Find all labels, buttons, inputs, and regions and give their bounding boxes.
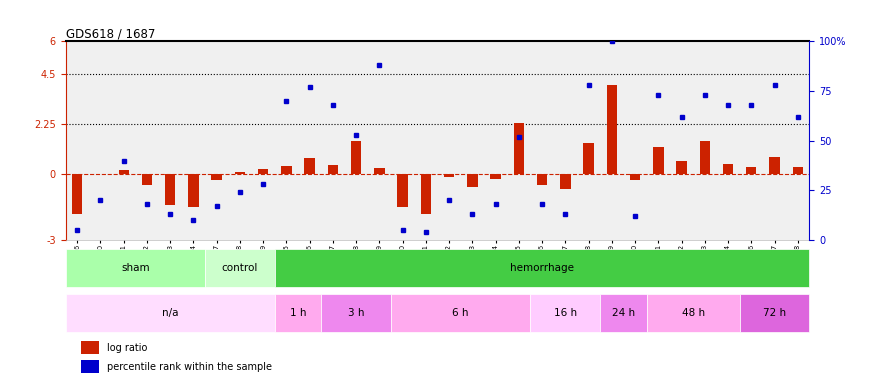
Bar [723,164,733,174]
Bar [275,294,321,332]
Text: 72 h: 72 h [763,308,786,318]
Bar [676,160,687,174]
Text: control: control [221,263,258,273]
Bar [606,86,617,174]
Text: 3 h: 3 h [348,308,364,318]
Bar [397,174,408,207]
Text: sham: sham [121,263,150,273]
Bar [327,165,338,174]
Bar [351,141,361,174]
Bar [444,174,454,177]
Bar [746,167,757,174]
Bar [142,174,152,185]
Text: 6 h: 6 h [452,308,469,318]
Bar [321,294,391,332]
Bar [66,249,205,287]
Bar [80,360,99,373]
Bar [584,143,594,174]
Text: GDS618 / 1687: GDS618 / 1687 [66,27,155,40]
Bar [212,174,222,180]
Text: log ratio: log ratio [107,343,147,353]
Text: percentile rank within the sample: percentile rank within the sample [107,362,271,372]
Text: n/a: n/a [162,308,178,318]
Bar [118,170,129,174]
Text: protocol: protocol [0,374,1,375]
Bar [80,341,99,354]
Text: 48 h: 48 h [682,308,704,318]
Bar [739,294,809,332]
Bar [600,294,647,332]
Bar [304,158,315,174]
Bar [490,174,500,179]
Bar [514,123,524,174]
Text: hemorrhage: hemorrhage [510,263,574,273]
Text: 1 h: 1 h [290,308,306,318]
Bar [560,174,570,189]
Bar [467,174,478,187]
Bar [530,294,600,332]
Bar [391,294,530,332]
Bar [72,174,82,213]
Bar [234,171,245,174]
Bar [281,166,291,174]
Text: time: time [0,374,1,375]
Bar [258,170,269,174]
Bar [165,174,176,205]
Text: 24 h: 24 h [612,308,635,318]
Text: 16 h: 16 h [554,308,577,318]
Bar [205,249,275,287]
Bar [769,157,780,174]
Bar [66,294,275,332]
Bar [421,174,431,213]
Bar [275,249,809,287]
Bar [537,174,548,185]
Bar [793,167,803,174]
Bar [653,147,663,174]
Bar [647,294,739,332]
Bar [630,174,640,180]
Bar [188,174,199,207]
Bar [699,141,710,174]
Bar [374,168,385,174]
